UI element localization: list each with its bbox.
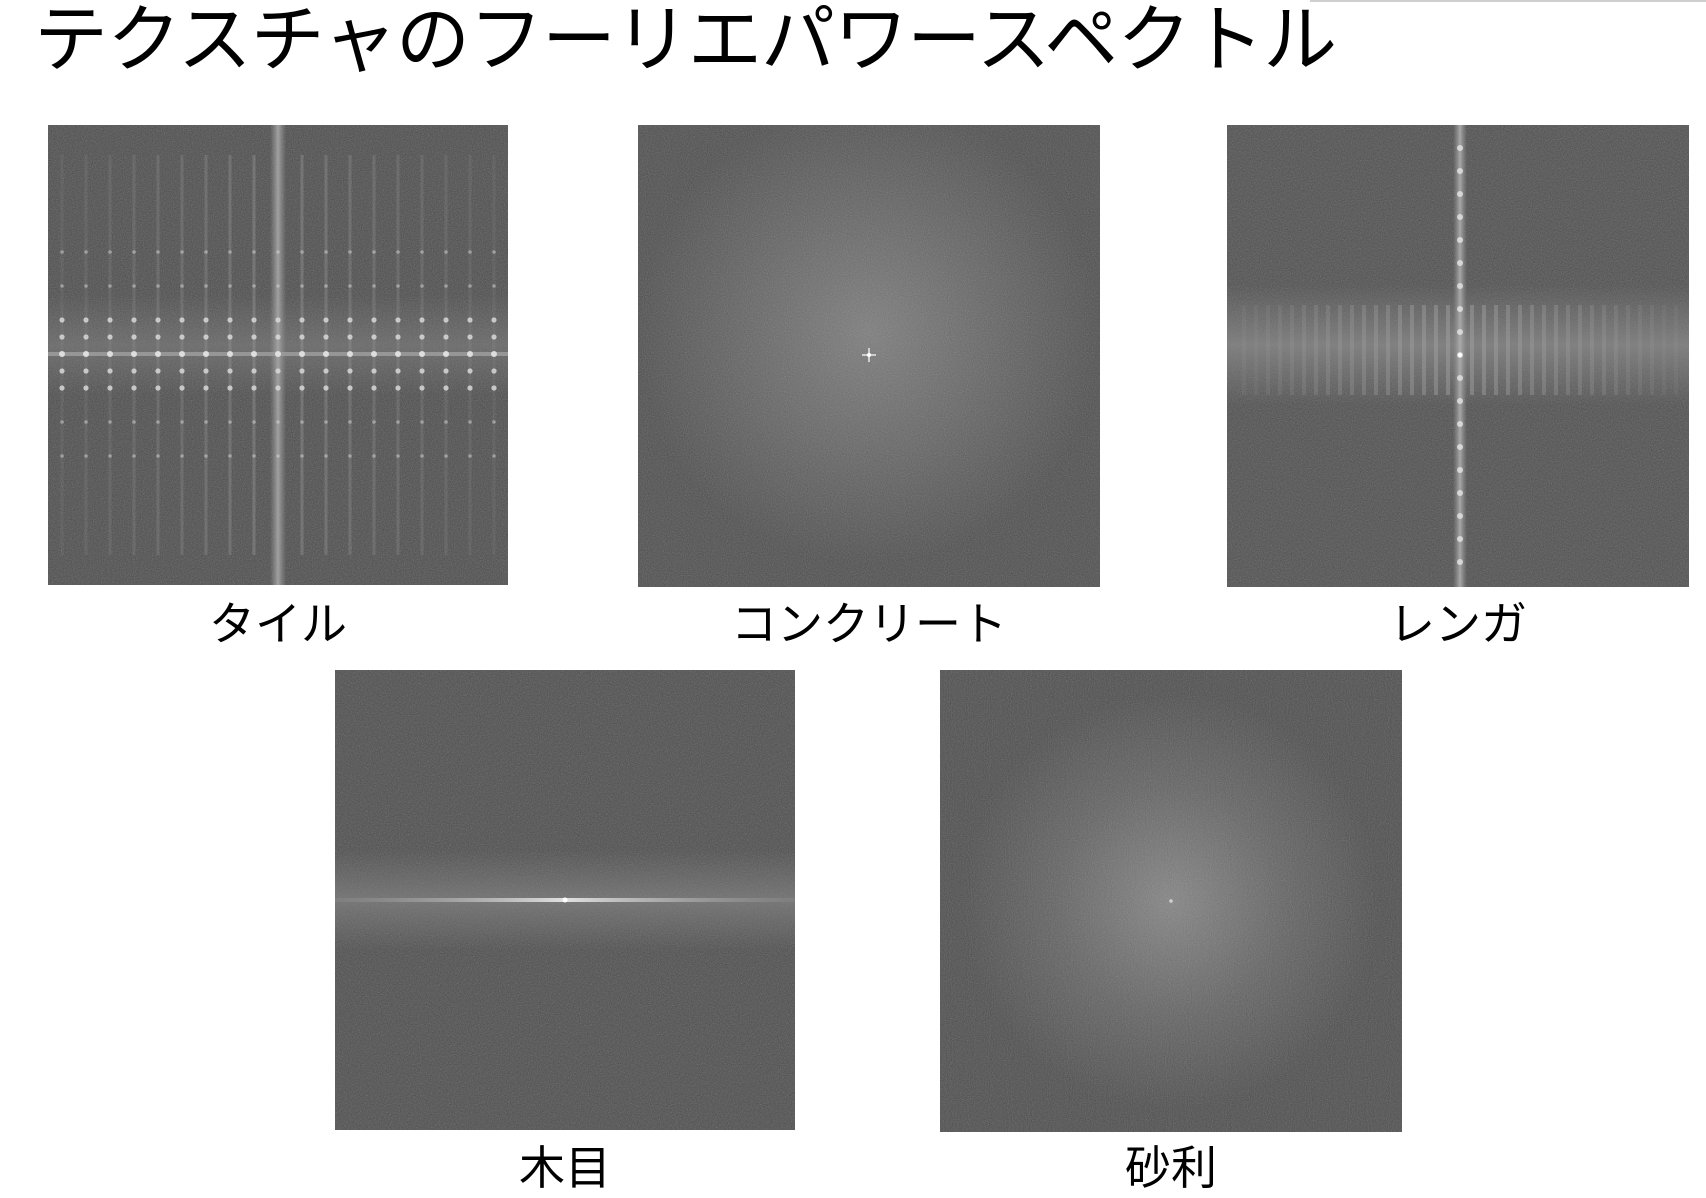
slide-title: テクスチャのフーリエパワースペクトル bbox=[34, 0, 1337, 83]
tile-spectrum-image bbox=[48, 125, 508, 585]
caption-tile: タイル bbox=[209, 597, 347, 651]
caption-wood: 木目 bbox=[519, 1141, 611, 1195]
caption-gravel: 砂利 bbox=[1125, 1141, 1217, 1195]
spectrum-panel-wood bbox=[335, 670, 795, 1130]
brick-spectrum-image bbox=[1227, 125, 1689, 587]
gravel-spectrum-image bbox=[940, 670, 1402, 1132]
brick-band-stripes bbox=[1242, 305, 1678, 395]
tile-harmonic-dots bbox=[59, 250, 497, 458]
spectrum-panel-concrete bbox=[638, 125, 1100, 587]
caption-concrete: コンクリート bbox=[731, 597, 1007, 651]
spectrum-panel-brick bbox=[1227, 125, 1689, 587]
caption-brick: レンガ bbox=[1389, 597, 1527, 651]
concrete-spectrum-image bbox=[638, 125, 1100, 587]
wood-spectrum-image bbox=[335, 670, 795, 1130]
spectrum-panel-tile bbox=[48, 125, 508, 585]
top-divider-line bbox=[1310, 0, 1706, 2]
brick-vertical-dots bbox=[1457, 145, 1463, 565]
spectrum-panel-gravel bbox=[940, 670, 1402, 1132]
